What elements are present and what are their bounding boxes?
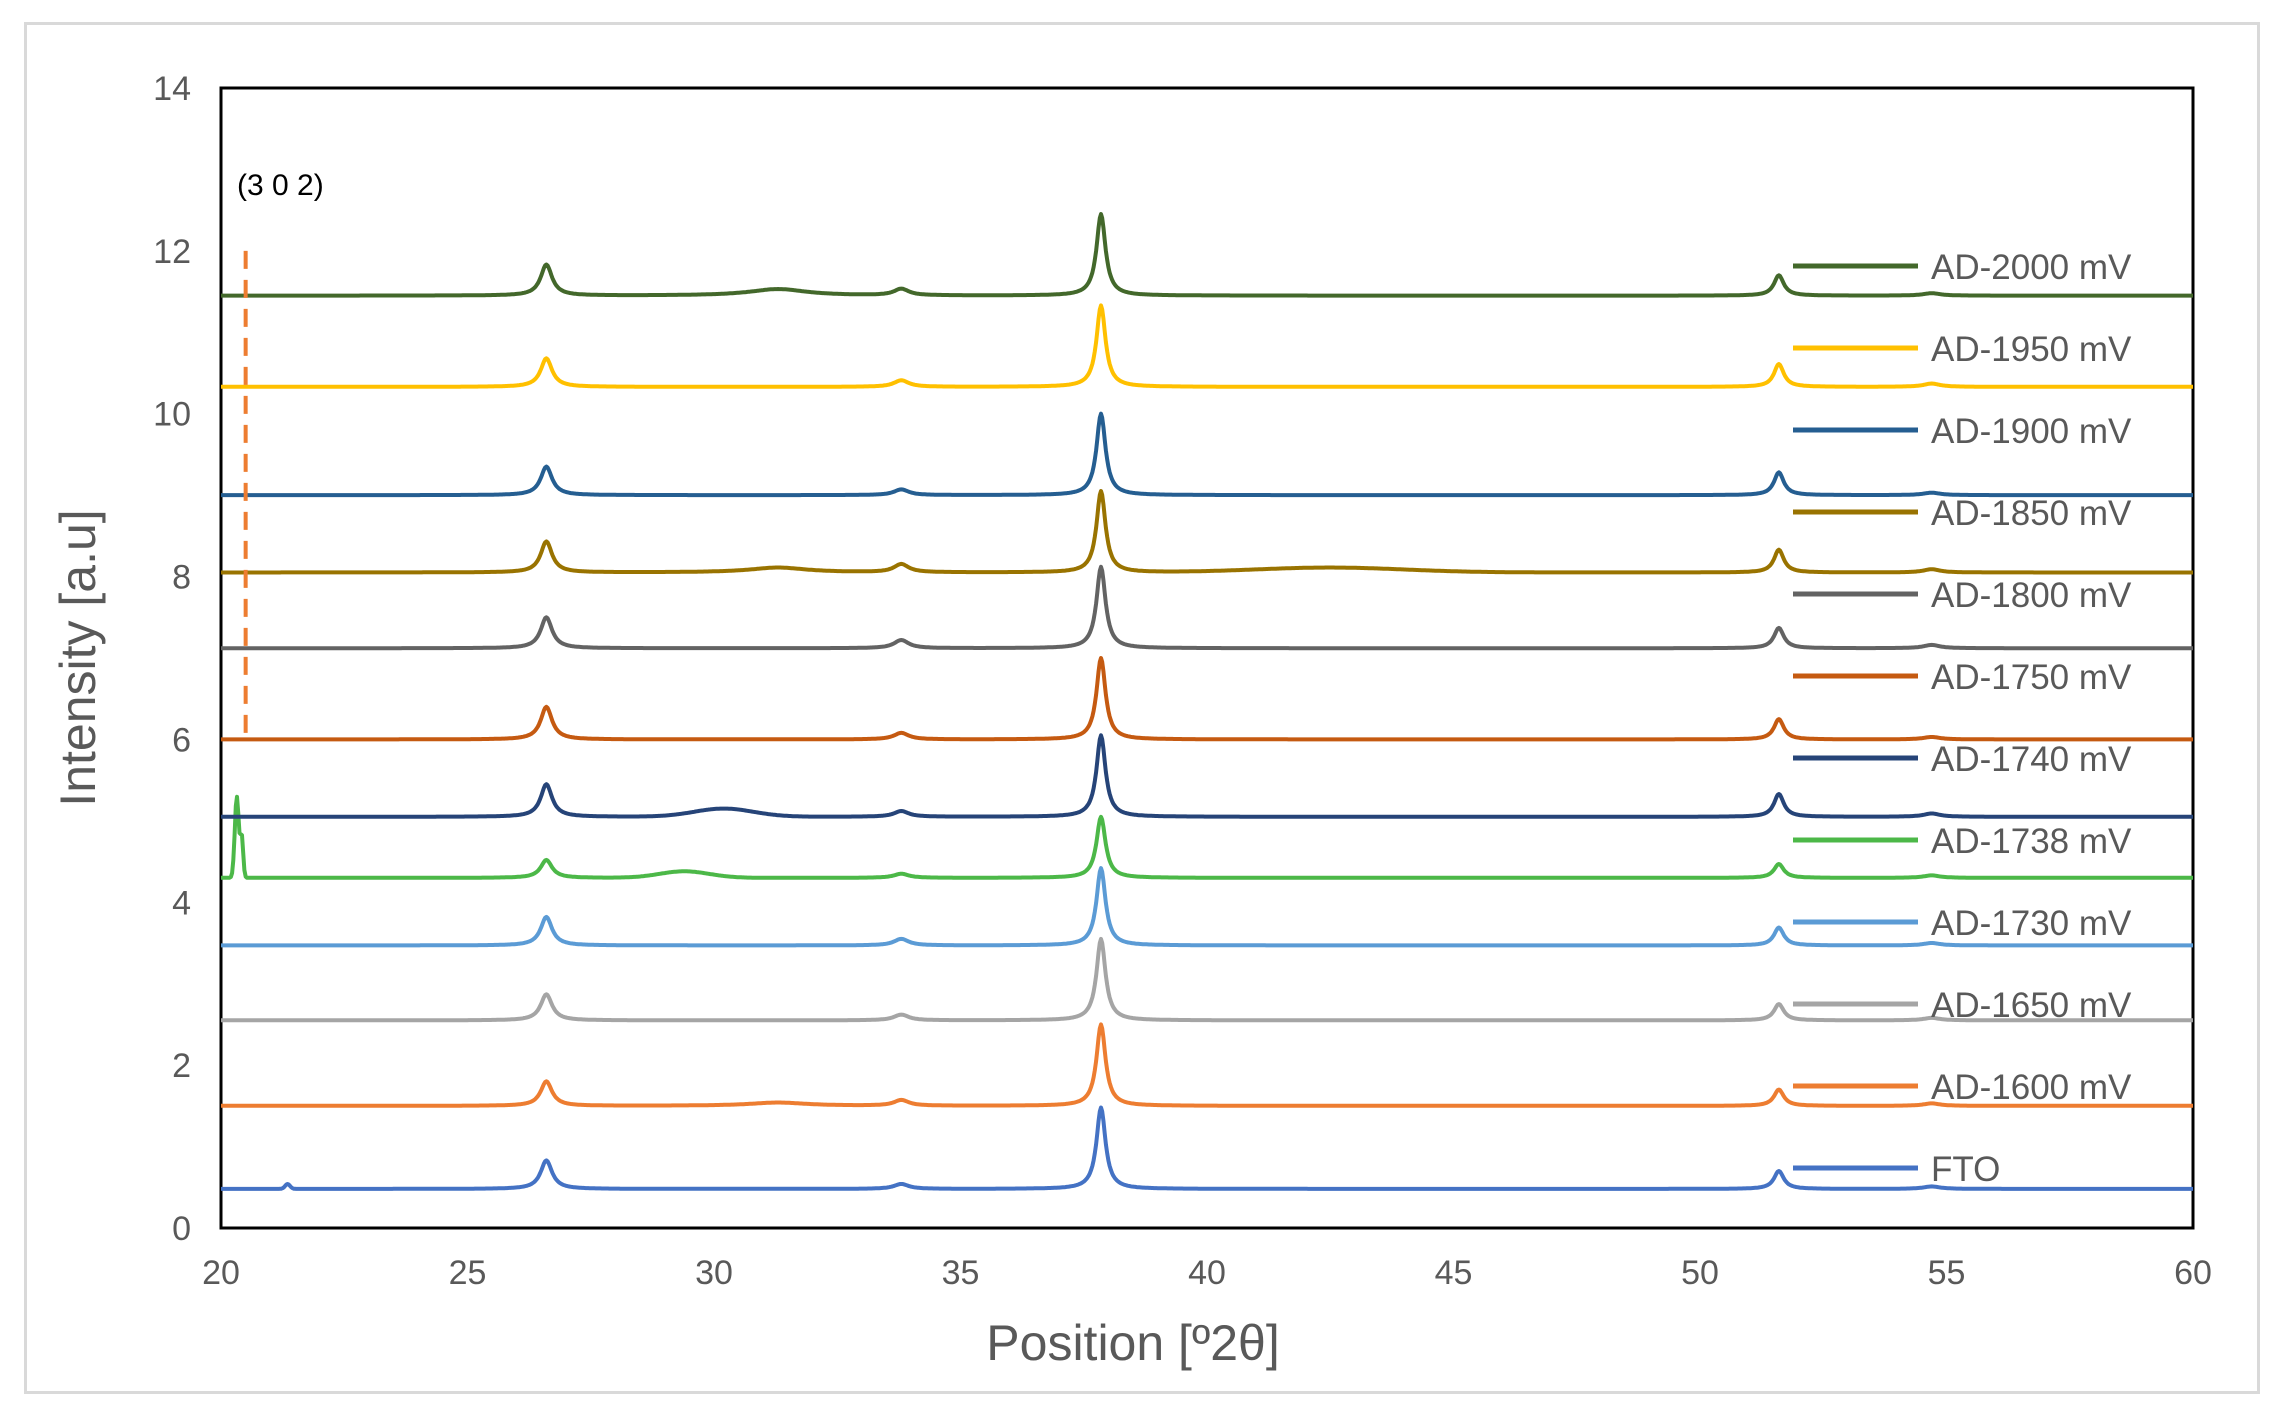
legend-label-6: AD-1750 mV: [1931, 658, 2132, 697]
y-tick-label-4: 8: [172, 559, 191, 597]
legend-label-3: AD-1730 mV: [1931, 904, 2132, 943]
legend-label-7: AD-1800 mV: [1931, 576, 2132, 615]
series-line-ad-1740-mv: [220, 733, 2194, 819]
legend-label-2: AD-1650 mV: [1931, 986, 2132, 1025]
plot-area: [219, 86, 2195, 1230]
annotation-302-label: (3 0 2): [237, 169, 324, 202]
y-tick-label-7: 14: [153, 70, 191, 108]
legend-label-9: AD-1900 mV: [1931, 412, 2132, 451]
chart-frame: [24, 22, 2260, 1394]
y-tick-label-1: 2: [172, 1047, 191, 1085]
series-line-fto: [220, 1105, 2194, 1191]
series-line-ad-1750-mv: [220, 656, 2194, 742]
x-tick-label-7: 55: [1928, 1254, 1966, 1292]
legend-label-1: AD-1600 mV: [1931, 1068, 2132, 1107]
series-line-ad-1738-mv: [220, 794, 2194, 880]
legend-label-10: AD-1950 mV: [1931, 330, 2132, 369]
series-line-ad-2000-mv: [220, 212, 2194, 298]
series-line-ad-1900-mv: [220, 411, 2194, 498]
annotation-302: (3 0 2): [237, 169, 324, 740]
y-tick-label-0: 0: [172, 1210, 191, 1248]
y-tick-label-2: 4: [172, 884, 191, 922]
x-tick-label-1: 25: [449, 1254, 487, 1292]
y-axis-title: Intensity [a.u]: [50, 509, 106, 806]
legend-label-8: AD-1850 mV: [1931, 494, 2132, 533]
x-axis-title: Position [º2θ]: [986, 1315, 1279, 1371]
legend-label-11: AD-2000 mV: [1931, 248, 2132, 287]
x-tick-label-2: 30: [695, 1254, 733, 1292]
legend-label-4: AD-1738 mV: [1931, 822, 2132, 861]
y-tick-label-3: 6: [172, 721, 191, 759]
y-tick-label-5: 10: [153, 396, 191, 434]
series-line-ad-1600-mv: [220, 1022, 2194, 1108]
series-line-ad-1650-mv: [220, 936, 2194, 1023]
y-tick-label-6: 12: [153, 233, 191, 271]
x-tick-label-0: 20: [202, 1254, 240, 1292]
legend-label-5: AD-1740 mV: [1931, 740, 2132, 779]
y-axis-ticks: 0 2 4 6 8 10 12 14: [153, 70, 191, 1248]
x-tick-label-3: 35: [942, 1254, 980, 1292]
legend-label-0: FTO: [1931, 1150, 2000, 1189]
series-line-ad-1950-mv: [220, 303, 2194, 389]
series-lines: [220, 212, 2194, 1191]
series-line-ad-1800-mv: [220, 564, 2194, 651]
x-axis-ticks: 20 25 30 35 40 45 50 55 60: [202, 1254, 2212, 1292]
x-tick-label-5: 45: [1435, 1254, 1473, 1292]
series-line-ad-1850-mv: [220, 489, 2194, 575]
x-tick-label-4: 40: [1188, 1254, 1226, 1292]
x-tick-label-6: 50: [1681, 1254, 1719, 1292]
x-tick-label-8: 60: [2174, 1254, 2212, 1292]
legend: AD-2000 mV AD-1950 mV AD-1900 mV AD-1850 mV…: [1793, 248, 2132, 1189]
series-line-ad-1730-mv: [220, 866, 2194, 948]
